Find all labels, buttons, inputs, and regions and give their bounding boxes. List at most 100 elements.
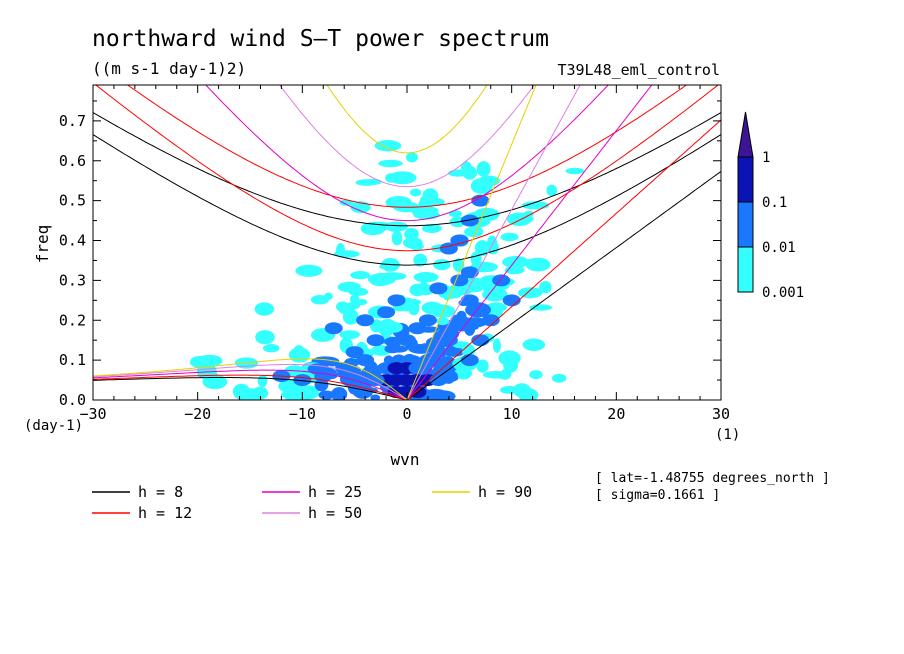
- ig1-curve: [205, 85, 609, 222]
- x-tick-label: 20: [607, 405, 625, 423]
- power-cell: [418, 354, 437, 367]
- power-cell: [439, 370, 458, 383]
- ig1-curve: [279, 85, 535, 188]
- rossby-curve: [93, 377, 408, 400]
- experiment-label: T39L48_eml_control: [557, 61, 720, 79]
- power-cell: [481, 314, 500, 327]
- power-cell: [345, 346, 364, 359]
- axes: −30 −20 −10 0 10 20 30 0.0 0.1 0.2 0.3 0.4 0.5 0.6 0.7: [59, 85, 730, 423]
- power-blob: [433, 259, 451, 271]
- power-cell: [460, 294, 479, 307]
- power-blob: [391, 230, 403, 246]
- power-blob: [409, 242, 424, 251]
- power-cell: [408, 362, 427, 375]
- y-unit-label: (day-1): [24, 418, 83, 434]
- colorbar-segment: [737, 156, 754, 203]
- kelvin-curve: [406, 85, 653, 400]
- chart-units: ((m s-1 day-1)2): [92, 59, 246, 78]
- power-cell: [429, 346, 448, 359]
- x-tick-label: −30: [79, 405, 106, 423]
- colorbar: 0.001 0.01 0.1 1: [737, 111, 804, 301]
- power-blob: [370, 394, 381, 400]
- y-tick-label: 0.3: [59, 271, 86, 289]
- power-blob: [551, 373, 567, 383]
- power-blob: [298, 385, 319, 400]
- rossby-curve: [93, 358, 408, 400]
- ig1-curve: [93, 134, 721, 266]
- power-blob: [295, 264, 323, 277]
- y-tick-label: 0.7: [59, 112, 86, 130]
- rossby-curve: [93, 363, 408, 400]
- colorbar-label: 0.01: [762, 240, 796, 256]
- power-blob: [374, 140, 402, 152]
- power-blob: [513, 383, 531, 398]
- latitude-annotation: [ lat=-1.48755 degrees_north ]: [595, 471, 830, 486]
- power-cell: [366, 374, 385, 387]
- power-blob: [388, 171, 417, 185]
- power-blob: [409, 188, 422, 197]
- power-cell: [460, 266, 479, 279]
- ig2-curve: [126, 85, 688, 208]
- power-blob: [404, 227, 419, 241]
- power-blob: [448, 210, 463, 218]
- power-blob: [474, 240, 490, 257]
- x-unit-label: (1): [715, 427, 740, 443]
- power-blob: [546, 184, 557, 197]
- power-cell: [492, 274, 511, 287]
- colorbar-segment: [737, 246, 754, 293]
- y-tick-label: 0.1: [59, 351, 86, 369]
- dispersion-curves: [93, 85, 721, 400]
- power-blob: [257, 374, 268, 388]
- x-tick-label: 10: [503, 405, 521, 423]
- power-blob: [288, 347, 311, 363]
- power-blob: [384, 344, 401, 354]
- power-blob: [385, 196, 412, 209]
- power-blob: [486, 241, 499, 255]
- power-blob: [500, 232, 519, 242]
- ig2-curve: [93, 112, 721, 227]
- power-blob: [470, 178, 493, 194]
- power-blob: [318, 390, 335, 400]
- rossby-curve: [93, 374, 408, 400]
- y-axis-label: freq: [33, 225, 52, 264]
- power-blob: [355, 299, 368, 306]
- power-blob: [341, 302, 361, 310]
- power-blob: [406, 152, 418, 163]
- power-cell: [408, 322, 427, 335]
- legend-label: h = 25: [308, 483, 362, 501]
- power-blob: [378, 159, 403, 168]
- y-tick-label: 0.2: [59, 311, 86, 329]
- power-blob: [502, 256, 530, 269]
- kelvin-curve: [406, 170, 721, 400]
- y-tick-label: 0.5: [59, 192, 86, 210]
- power-blob: [464, 226, 484, 238]
- power-blob: [310, 294, 329, 305]
- power-blob: [482, 287, 508, 302]
- power-blob: [332, 389, 345, 398]
- power-blob: [454, 366, 473, 380]
- power-blob: [529, 304, 553, 311]
- power-blob: [452, 341, 471, 349]
- power-blob: [521, 201, 550, 210]
- legend-label: h = 8: [138, 483, 183, 501]
- power-blob: [413, 271, 439, 283]
- chart-title: northward wind S–T power spectrum: [92, 26, 549, 52]
- power-blob: [413, 209, 440, 220]
- legend-label: h = 50: [308, 504, 362, 522]
- power-blob: [387, 222, 401, 232]
- power-blob: [422, 188, 439, 204]
- power-cell: [450, 314, 469, 327]
- power-blob: [337, 281, 361, 293]
- rossby-curve: [93, 369, 408, 400]
- power-blob: [254, 302, 275, 316]
- kelvin-curve: [406, 85, 581, 400]
- power-blob: [403, 298, 422, 306]
- power-blob: [525, 257, 551, 272]
- power-cell: [387, 294, 406, 307]
- power-blob: [492, 338, 501, 353]
- sigma-annotation: [ sigma=0.1661 ]: [595, 488, 720, 503]
- power-contours: [189, 140, 585, 400]
- x-tick-label: 30: [712, 405, 730, 423]
- power-cell: [460, 354, 479, 367]
